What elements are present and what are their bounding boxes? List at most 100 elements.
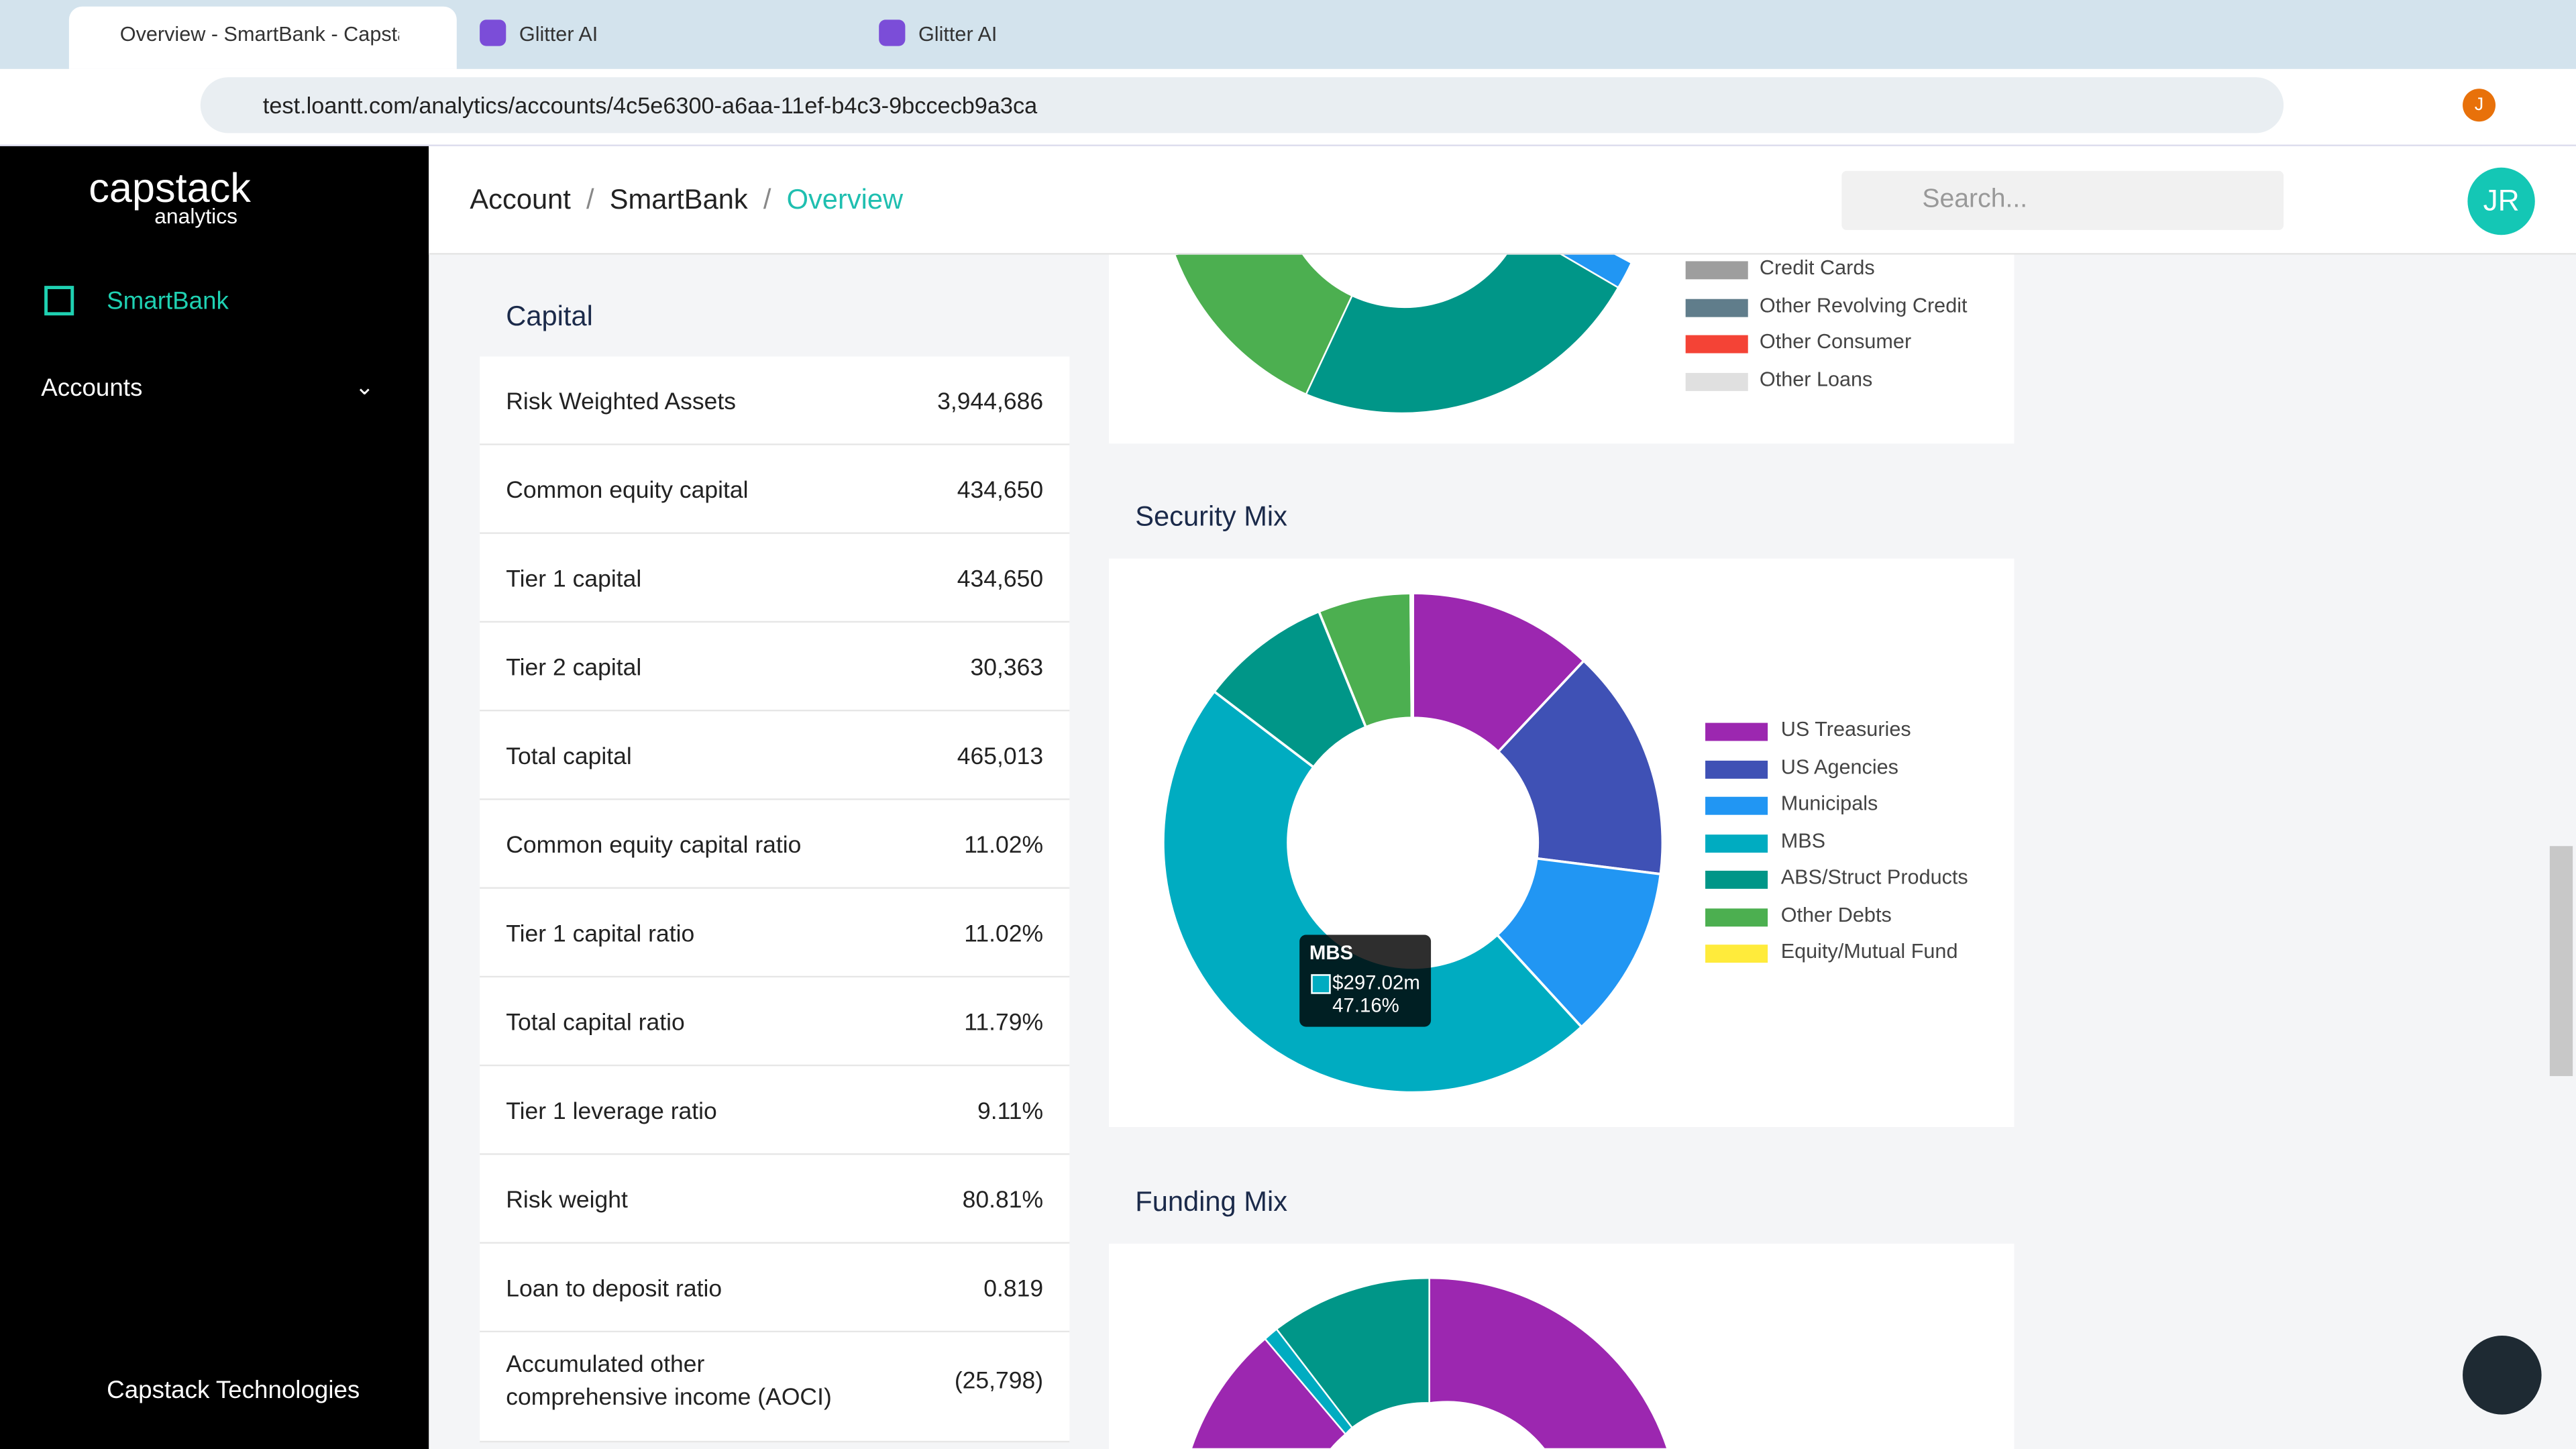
- table-row: Tier 2 capital 30,363: [480, 623, 1070, 712]
- row-label: Tier 2 capital: [506, 655, 642, 682]
- scrollbar: [2549, 846, 2573, 1077]
- section-title: Capital: [506, 301, 593, 332]
- row-label: Common equity capital ratio: [506, 833, 802, 859]
- row-label: Tier 1 leverage ratio: [506, 1099, 717, 1126]
- row-value: 30,363: [970, 655, 1044, 682]
- search-placeholder: Search...: [1922, 185, 2028, 214]
- legend-swatch: [1705, 870, 1768, 889]
- tooltip: MBS $297.02m 47.16%: [1299, 934, 1432, 1027]
- tooltip-swatch: [1311, 974, 1331, 994]
- legend-label: Other Debts: [1780, 902, 1892, 926]
- row-value: 9.11%: [977, 1099, 1044, 1126]
- row-value: 11.02%: [964, 921, 1044, 949]
- legend-label: Other Revolving Credit: [1759, 293, 1968, 317]
- row-value: 80.81%: [962, 1187, 1044, 1214]
- table-row: Total capital ratio 11.79%: [480, 977, 1070, 1067]
- chat-button[interactable]: [2463, 1336, 2542, 1415]
- row-value: 434,650: [957, 478, 1044, 504]
- row-label: Risk weight: [506, 1187, 628, 1214]
- logo-sub: analytics: [154, 203, 238, 229]
- table-row: Tier 1 capital 434,650: [480, 533, 1070, 623]
- row-value: 3,944,686: [937, 389, 1044, 416]
- tab-icon: [879, 19, 906, 46]
- legend-label: Other Consumer: [1759, 330, 1912, 354]
- crumb: Overview: [786, 184, 904, 215]
- footer: Capstack Technologies: [107, 1377, 360, 1405]
- legend-label: US Agencies: [1780, 755, 1899, 778]
- row-label: Common equity capital: [506, 478, 749, 504]
- chevron[interactable]: ⌄: [354, 372, 374, 400]
- donut-segment: [1495, 857, 1662, 1029]
- url: test.loantt.com/analytics/accounts/4c5e6…: [262, 92, 1038, 119]
- table-row: Tier 1 leverage ratio 9.11%: [480, 1066, 1070, 1155]
- nav-item[interactable]: SmartBank: [107, 287, 229, 316]
- section-title: Funding Mix: [1135, 1186, 1288, 1218]
- table-row: Accumulated other comprehensive income (…: [480, 1332, 1070, 1443]
- nav-item[interactable]: Accounts: [41, 374, 143, 403]
- crumb[interactable]: SmartBank: [609, 184, 748, 215]
- legend-swatch: [1685, 298, 1748, 317]
- row-value: (25,798): [954, 1368, 1044, 1395]
- row-value: 0.819: [983, 1276, 1044, 1303]
- funding-donut: [1190, 1277, 1669, 1449]
- decor-arc: [1275, 1277, 1430, 1429]
- logo: capstack: [89, 166, 251, 212]
- legend-swatch: [1705, 945, 1768, 963]
- donut-segment: [1409, 592, 1414, 720]
- tooltip-amount: $297.02m: [1332, 971, 1420, 994]
- row-label: Loan to deposit ratio: [506, 1276, 722, 1303]
- chart-title: Security Mix: [1135, 500, 1287, 533]
- decor-arc: [1173, 229, 1354, 396]
- tab-title[interactable]: Overview - SmartBank - Capstack: [119, 23, 400, 46]
- table-row: Tier 1 capital ratio 11.02%: [480, 888, 1070, 978]
- table-row: Common equity capital ratio 11.02%: [480, 800, 1070, 889]
- legend-label: ABS/Struct Products: [1780, 865, 1968, 889]
- row-value: 465,013: [957, 744, 1044, 771]
- breadcrumb: Account / SmartBank / Overview: [470, 184, 904, 215]
- legend-label: Credit Cards: [1759, 256, 1875, 280]
- legend-label: Equity/Mutual Fund: [1780, 939, 1958, 963]
- table-row: Risk Weighted Assets 3,944,686: [480, 356, 1070, 445]
- legend-label: MBS: [1780, 828, 1826, 852]
- card: US Treasuries US Agencies Municipals MBS ABS…: [1109, 558, 2015, 1128]
- tab-title[interactable]: Glitter AI: [918, 23, 998, 46]
- tab-icon: [480, 19, 506, 46]
- card: [1109, 1243, 2015, 1449]
- decor-arc: [1428, 1277, 1669, 1449]
- sidebar: capstack analytics SmartBank Accounts ⌄ …: [0, 146, 429, 1449]
- decor-arc: [1190, 1338, 1347, 1449]
- row-label: Accumulated other comprehensive income (…: [506, 1352, 832, 1411]
- table-row: Common equity capital 434,650: [480, 445, 1070, 534]
- donut-segment: [1496, 659, 1664, 876]
- row-label: Tier 1 capital ratio: [506, 921, 695, 949]
- row-label: Tier 1 capital: [506, 566, 642, 594]
- profile[interactable]: J: [2463, 89, 2496, 122]
- chart: [1162, 592, 1664, 1094]
- table-row: Total capital 465,013: [480, 711, 1070, 800]
- nav-icon: [44, 286, 74, 316]
- row-value: 434,650: [957, 566, 1044, 594]
- legend-swatch: [1705, 722, 1768, 741]
- search-box[interactable]: Search...: [1841, 170, 2284, 230]
- legend-swatch: [1685, 261, 1748, 280]
- url-box[interactable]: test.loantt.com/analytics/accounts/4c5e6…: [200, 77, 2284, 133]
- row-value: 11.02%: [964, 833, 1044, 859]
- row-label: Total capital ratio: [506, 1010, 685, 1037]
- legend-swatch: [1705, 833, 1768, 852]
- decor-arc: [1305, 229, 1619, 415]
- legend-swatch: [1705, 908, 1768, 926]
- active-tab[interactable]: [68, 6, 457, 69]
- tooltip-title: MBS: [1309, 941, 1354, 965]
- tab-title[interactable]: Glitter AI: [519, 23, 598, 46]
- table-row: Loan to deposit ratio 0.819: [480, 1243, 1070, 1333]
- legend-label: Other Loans: [1759, 367, 1873, 390]
- legend-swatch: [1685, 335, 1748, 354]
- header: Account / SmartBank / Overview Search...…: [429, 146, 2576, 255]
- avatar[interactable]: JR: [2467, 167, 2535, 235]
- crumb[interactable]: Account: [470, 184, 571, 215]
- row-label: Risk Weighted Assets: [506, 389, 737, 416]
- legend-label: Municipals: [1780, 792, 1878, 815]
- legend-swatch: [1685, 372, 1748, 390]
- donut-segment: [1411, 592, 1586, 754]
